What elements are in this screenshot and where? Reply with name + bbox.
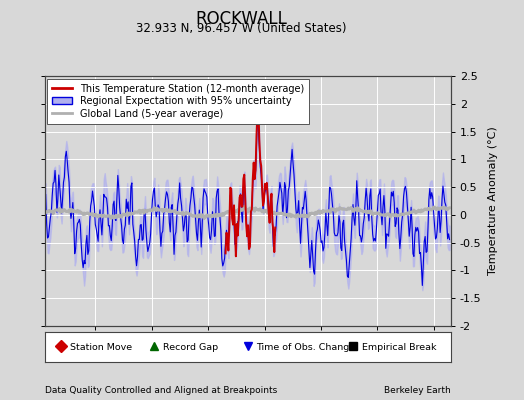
Text: Record Gap: Record Gap (163, 342, 219, 352)
Text: Empirical Break: Empirical Break (362, 342, 436, 352)
Text: Berkeley Earth: Berkeley Earth (384, 386, 451, 395)
Legend: This Temperature Station (12-month average), Regional Expectation with 95% uncer: This Temperature Station (12-month avera… (48, 79, 309, 124)
Text: 32.933 N, 96.457 W (United States): 32.933 N, 96.457 W (United States) (136, 22, 346, 35)
Text: Time of Obs. Change: Time of Obs. Change (257, 342, 356, 352)
Text: Data Quality Controlled and Aligned at Breakpoints: Data Quality Controlled and Aligned at B… (45, 386, 277, 395)
Y-axis label: Temperature Anomaly (°C): Temperature Anomaly (°C) (488, 127, 498, 275)
Text: Station Move: Station Move (70, 342, 132, 352)
Text: ROCKWALL: ROCKWALL (195, 10, 287, 28)
